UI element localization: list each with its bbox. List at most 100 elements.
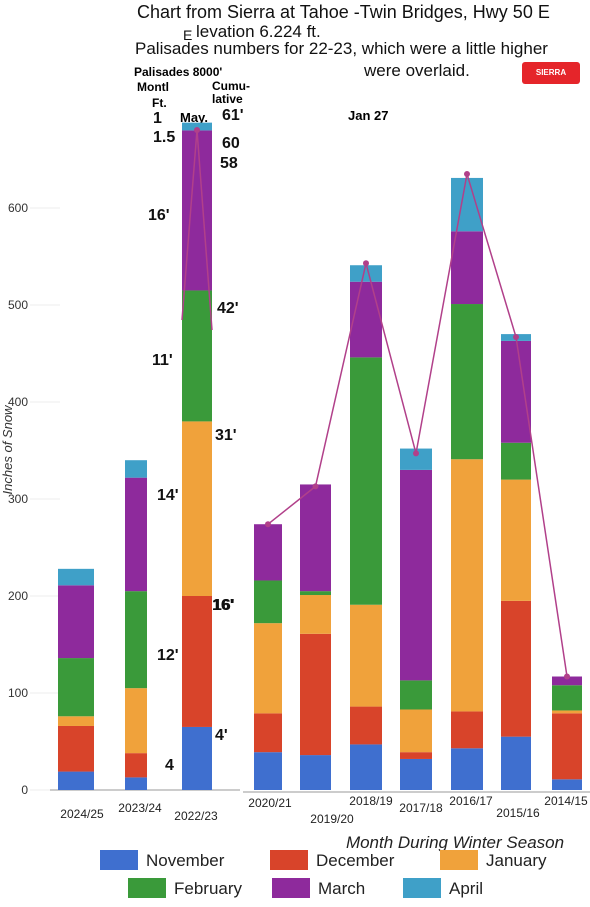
y-tick-label: 300 — [8, 492, 28, 506]
bar-segment-november — [451, 748, 483, 790]
palisades-monthly-value: 1.5 — [153, 129, 175, 146]
bar-segment-april — [182, 122, 212, 131]
bar-segment-january — [400, 709, 432, 753]
y-tick-label: 600 — [8, 201, 28, 215]
bar-segment-april — [400, 448, 432, 470]
palisades-cumulative-label: Cumu-lative — [212, 79, 250, 106]
palisades-peak-point — [194, 127, 200, 133]
bar-segment-march — [501, 340, 531, 443]
palisades-may-label: May. — [180, 110, 208, 125]
palisades-monthly-value: 11' — [152, 352, 173, 369]
bar-segment-april — [451, 177, 483, 232]
bar-segment-january — [451, 459, 483, 712]
bar-segment-december — [58, 725, 94, 772]
palisades-monthly-value: 4 — [165, 757, 174, 774]
bar-segment-december — [501, 600, 531, 737]
palisades-extra-value: 1 — [153, 110, 162, 127]
bar-segment-february — [552, 685, 582, 711]
bar-segment-december — [451, 711, 483, 749]
legend-swatch-february — [128, 878, 166, 898]
bar-segment-march — [451, 231, 483, 305]
x-tick-label: 2016/17 — [449, 794, 493, 808]
bar-segment-march — [254, 524, 282, 581]
legend-swatch-november — [100, 850, 138, 870]
bar-segment-november — [254, 752, 282, 790]
title-overlaid: were overlaid. — [364, 61, 470, 80]
x-tick-label: 2018/19 — [349, 794, 393, 808]
legend-label-march: March — [318, 879, 366, 898]
palisades-cumulative-value: 61' — [222, 107, 244, 124]
bar-segment-february — [501, 442, 531, 480]
bar-segment-february — [400, 680, 432, 710]
line-point — [413, 450, 419, 457]
bar-segment-april — [350, 265, 382, 282]
line-point — [265, 521, 271, 528]
bar-segment-february — [451, 304, 483, 460]
bar-segment-november — [552, 779, 582, 790]
palisades-cumulative-value: 16' — [213, 597, 235, 614]
bar-segment-december — [125, 753, 147, 778]
x-tick-label: 2015/16 — [496, 806, 540, 820]
bar-segment-march — [350, 281, 382, 358]
y-tick-label: 200 — [8, 589, 28, 603]
bar-segment-november — [182, 726, 212, 790]
x-tick-label: 2020/21 — [248, 796, 292, 810]
bar-segment-january — [501, 479, 531, 601]
bar-segment-november — [400, 758, 432, 790]
palisades-cumulative-value: 4' — [215, 727, 228, 744]
bar-segment-november — [350, 744, 382, 790]
bar-segment-march — [400, 469, 432, 681]
bar-segment-january — [58, 716, 94, 726]
palisades-monthly-value: 16' — [148, 207, 170, 224]
palisades-cumulative-value: 58 — [220, 155, 238, 172]
bar-segment-december — [300, 633, 331, 756]
bar-segment-january — [552, 710, 582, 714]
chart-title: Chart from Sierra at Tahoe -Twin Bridges… — [137, 2, 550, 22]
x-tick-label: 2024/25 — [60, 807, 104, 821]
bar-segment-january — [182, 421, 212, 596]
bar-segment-february — [300, 591, 331, 596]
palisades-cumulative-value: 42' — [217, 300, 239, 317]
x-tick-label: 2019/20 — [310, 812, 354, 826]
bar-segment-december — [182, 596, 212, 727]
palisades-monthly-value: 14' — [157, 487, 179, 504]
x-tick-label: 2014/15 — [544, 794, 588, 808]
bar-segment-march — [300, 484, 331, 592]
bar-segment-december — [552, 713, 582, 780]
y-tick-label: 500 — [8, 298, 28, 312]
bar-segment-march — [552, 676, 582, 686]
legend-label-february: February — [174, 879, 243, 898]
bar-segment-april — [58, 568, 94, 586]
legend-label-april: April — [449, 879, 484, 898]
bar-segment-december — [254, 713, 282, 753]
legend-label-december: December — [316, 851, 395, 870]
legend-swatch-march — [272, 878, 310, 898]
bar-segment-november — [300, 755, 331, 790]
line-point — [312, 483, 319, 490]
palisades-cumulative-value: 60 — [222, 135, 240, 152]
palisades-monthly-label: Montl — [137, 80, 169, 94]
bar-segment-november — [501, 736, 531, 790]
y-tick-label: 400 — [8, 395, 28, 409]
sierra-at-tahoe-logo: SIERRA — [522, 62, 580, 84]
line-point — [464, 171, 470, 178]
legend-swatch-april — [403, 878, 441, 898]
palisades-cumulative-value: 31' — [215, 427, 237, 444]
jan27-label: Jan 27 — [348, 108, 389, 123]
title-palisades-note: Palisades numbers for 22-23, which were … — [135, 39, 548, 58]
bar-segment-february — [182, 290, 212, 422]
palisades-ft-label: Ft. — [152, 96, 167, 110]
y-tick-label: 100 — [8, 686, 28, 700]
bar-segment-april — [125, 460, 147, 478]
palisades-monthly-value: 12' — [157, 647, 179, 664]
x-axis-label: Month During Winter Season — [346, 833, 564, 852]
bar-segment-january — [125, 688, 147, 754]
palisades-title: Palisades 8000' — [134, 65, 223, 79]
line-point — [363, 260, 369, 267]
bar-segment-january — [254, 623, 282, 714]
bar-segment-december — [400, 752, 432, 759]
bar-segment-march — [125, 477, 147, 592]
x-tick-label: 2017/18 — [399, 801, 443, 815]
y-tick-label: 0 — [21, 783, 28, 797]
